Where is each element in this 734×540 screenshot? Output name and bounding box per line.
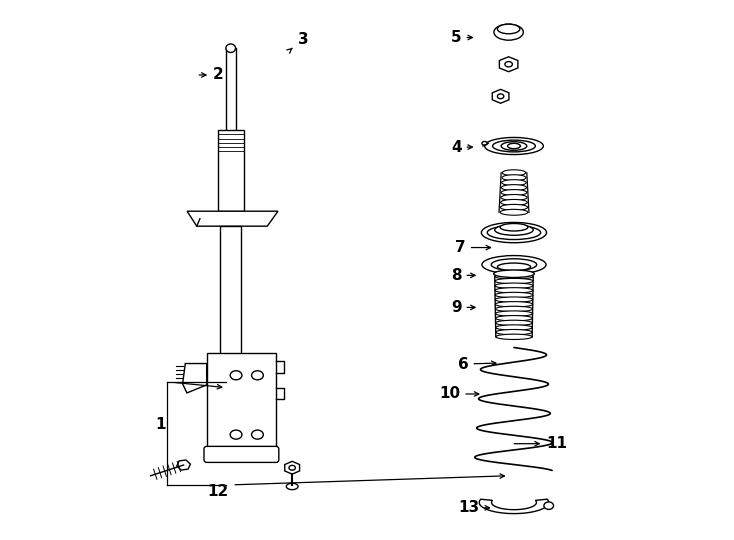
Ellipse shape [495, 302, 533, 307]
Ellipse shape [505, 62, 512, 67]
Ellipse shape [495, 320, 532, 326]
Ellipse shape [230, 371, 242, 380]
Ellipse shape [502, 170, 526, 176]
Text: 12: 12 [208, 484, 229, 500]
Text: 2: 2 [199, 68, 224, 83]
Ellipse shape [494, 24, 523, 40]
Ellipse shape [495, 225, 533, 235]
Ellipse shape [501, 199, 527, 205]
Ellipse shape [498, 24, 520, 34]
Ellipse shape [495, 297, 533, 302]
Text: 13: 13 [458, 501, 490, 515]
Text: 6: 6 [458, 356, 496, 372]
Ellipse shape [493, 140, 535, 152]
Polygon shape [493, 89, 509, 103]
Ellipse shape [495, 279, 533, 284]
Ellipse shape [495, 329, 532, 335]
Ellipse shape [495, 283, 533, 288]
Text: 10: 10 [439, 387, 479, 402]
Ellipse shape [498, 263, 531, 271]
Ellipse shape [226, 44, 236, 52]
Ellipse shape [501, 194, 527, 200]
Ellipse shape [494, 270, 534, 278]
Polygon shape [285, 461, 299, 474]
Ellipse shape [495, 325, 532, 330]
Ellipse shape [495, 334, 532, 340]
Text: 3: 3 [287, 32, 308, 53]
Polygon shape [479, 499, 549, 514]
Ellipse shape [289, 465, 295, 470]
Ellipse shape [482, 141, 487, 145]
Ellipse shape [501, 180, 526, 186]
Text: 1: 1 [155, 417, 165, 433]
Ellipse shape [507, 143, 520, 148]
Ellipse shape [482, 222, 547, 243]
Polygon shape [499, 57, 518, 72]
Ellipse shape [286, 483, 298, 490]
Polygon shape [207, 353, 276, 457]
Ellipse shape [544, 502, 553, 509]
Text: 7: 7 [455, 240, 490, 255]
Ellipse shape [495, 311, 533, 316]
Ellipse shape [484, 138, 543, 154]
Ellipse shape [501, 190, 527, 195]
Ellipse shape [252, 371, 264, 380]
FancyBboxPatch shape [204, 447, 279, 462]
Text: 5: 5 [451, 30, 473, 45]
Ellipse shape [498, 94, 504, 99]
Ellipse shape [502, 175, 526, 180]
Polygon shape [183, 363, 207, 393]
FancyBboxPatch shape [226, 48, 236, 134]
Text: 9: 9 [451, 300, 475, 315]
Ellipse shape [252, 430, 264, 439]
Ellipse shape [482, 255, 546, 274]
Ellipse shape [491, 259, 537, 271]
Polygon shape [177, 460, 190, 470]
Ellipse shape [500, 224, 528, 231]
Ellipse shape [495, 274, 533, 279]
Ellipse shape [500, 210, 528, 215]
Ellipse shape [495, 306, 533, 312]
Text: 4: 4 [451, 139, 473, 154]
Ellipse shape [495, 288, 533, 293]
Text: 8: 8 [451, 268, 475, 283]
Ellipse shape [501, 141, 527, 150]
Text: 11: 11 [514, 436, 567, 451]
Ellipse shape [495, 292, 533, 298]
Ellipse shape [501, 185, 526, 191]
Ellipse shape [230, 430, 242, 439]
Ellipse shape [495, 315, 532, 321]
Polygon shape [187, 211, 278, 226]
Ellipse shape [487, 226, 541, 240]
Ellipse shape [501, 205, 528, 210]
FancyBboxPatch shape [218, 130, 244, 211]
FancyBboxPatch shape [220, 226, 241, 366]
